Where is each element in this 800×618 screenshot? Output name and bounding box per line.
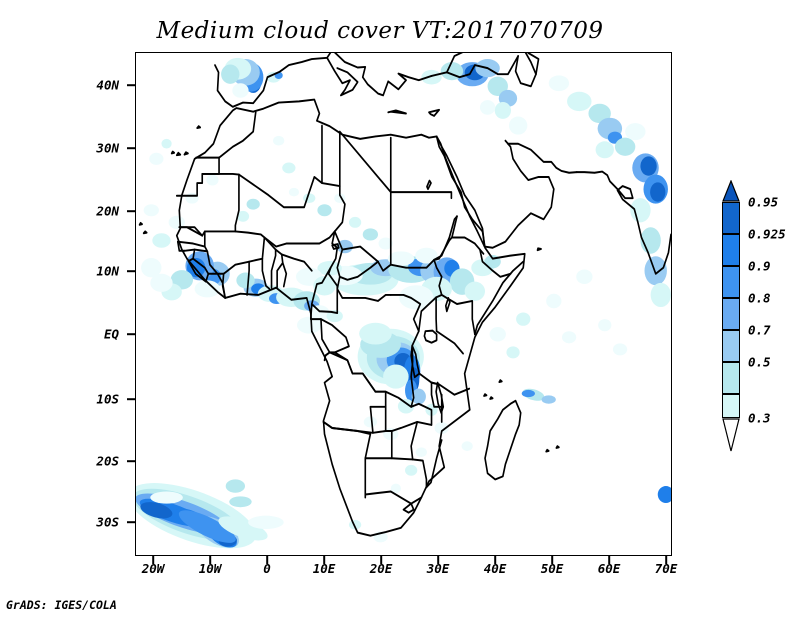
colorbar-band-0.5-0.7 <box>722 362 740 394</box>
colorbar-label-0.95: 0.95 <box>748 194 779 210</box>
map-svg <box>136 53 671 549</box>
footer-attribution: GrADS: IGES/COLA <box>6 598 117 612</box>
y-axis-label-eq: EQ <box>103 326 119 342</box>
page-title: Medium cloud cover VT:2017070709 <box>156 18 604 44</box>
x-tickmark <box>437 556 439 564</box>
y-tickmark <box>127 147 135 149</box>
y-axis-label-10s: 10S <box>96 391 119 407</box>
x-tickmark <box>323 556 325 564</box>
colorbar-label-0.7: 0.7 <box>748 322 771 338</box>
colorbar-band-0.9-0.925 <box>722 266 740 298</box>
cloud-southern-specks <box>348 269 671 543</box>
colorbar-label-0.925: 0.925 <box>748 226 786 242</box>
x-tickmark <box>608 556 610 564</box>
colorbar: 0.95 0.925 0.9 0.8 0.7 0.5 0.3 <box>718 180 786 452</box>
cloud-cover-field <box>136 57 671 549</box>
cloud-central-asia <box>548 75 636 159</box>
x-axis-label-20e: 20E <box>369 561 393 576</box>
y-tickmark <box>127 210 135 212</box>
y-tickmark <box>127 270 135 272</box>
y-axis-label-30s: 30S <box>96 514 119 530</box>
colorbar-band-0.7-0.8 <box>722 330 740 362</box>
x-tickmark <box>494 556 496 564</box>
y-axis-label-20n: 20N <box>96 203 119 219</box>
x-tickmark <box>266 556 268 564</box>
y-tickmark <box>127 333 135 335</box>
x-axis-label-30e: 30E <box>426 561 450 576</box>
x-tickmark <box>152 556 154 564</box>
colorbar-bottom-arrow <box>722 418 740 452</box>
colorbar-band-gt-0.95 <box>722 202 740 234</box>
colorbar-label-0.3: 0.3 <box>748 410 771 426</box>
cloud-south-atlantic <box>136 479 284 549</box>
cloud-iberia <box>221 57 283 98</box>
y-tickmark <box>127 460 135 462</box>
x-axis-label-70e: 70E <box>654 561 678 576</box>
y-tickmark <box>127 84 135 86</box>
x-tickmark <box>665 556 667 564</box>
colorbar-top-arrow <box>722 180 740 202</box>
y-tickmark <box>127 521 135 523</box>
y-tickmark <box>127 398 135 400</box>
y-axis-label-20s: 20S <box>96 453 119 469</box>
y-axis-label-10n: 10N <box>96 263 119 279</box>
x-tickmark <box>551 556 553 564</box>
cloud-nw-india <box>625 123 671 308</box>
x-axis-label-0: 0 <box>263 561 271 576</box>
map-plot-area <box>135 52 672 556</box>
x-axis-label-10w: 10W <box>198 561 222 576</box>
map-coastlines <box>138 53 671 537</box>
colorbar-band-0.3-0.5 <box>722 394 740 418</box>
colorbar-label-0.9: 0.9 <box>748 258 771 274</box>
colorbar-band-0.925-0.95 <box>722 234 740 266</box>
x-tickmark <box>209 556 211 564</box>
x-tickmark <box>380 556 382 564</box>
x-axis-label-40e: 40E <box>483 561 507 576</box>
cloud-caucasus <box>421 59 528 135</box>
colorbar-band-0.8-0.9 <box>722 298 740 330</box>
y-axis-label-30n: 30N <box>96 140 119 156</box>
y-axis-label-40n: 40N <box>96 77 119 93</box>
x-axis-label-60e: 60E <box>597 561 621 576</box>
colorbar-label-0.8: 0.8 <box>748 290 771 306</box>
x-axis-label-20w: 20W <box>141 561 165 576</box>
x-axis-label-50e: 50E <box>540 561 564 576</box>
cloud-west-africa <box>141 251 343 334</box>
colorbar-label-0.5: 0.5 <box>748 354 771 370</box>
x-axis-label-10e: 10E <box>312 561 336 576</box>
